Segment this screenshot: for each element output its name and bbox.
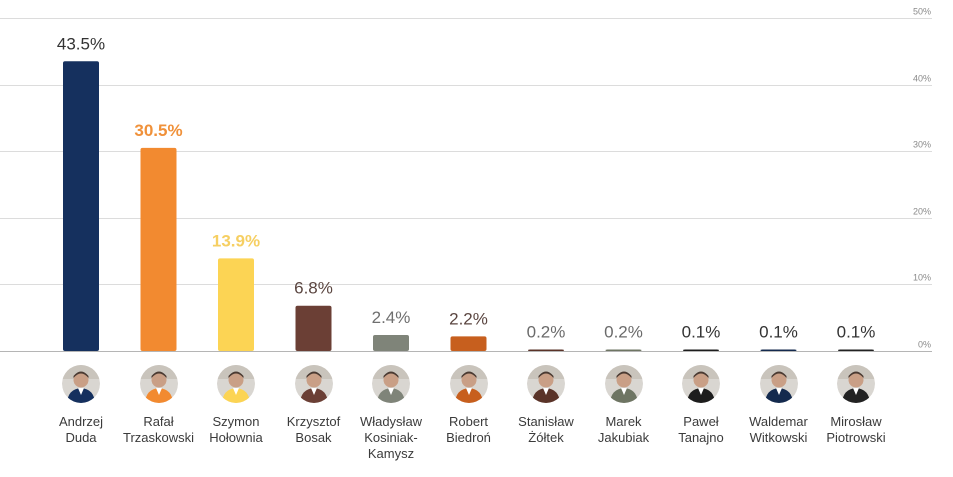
bar[interactable] <box>528 349 564 352</box>
data-label: 2.2% <box>449 309 488 328</box>
data-label: 30.5% <box>134 121 182 140</box>
portrait-icon <box>527 365 565 403</box>
bar[interactable] <box>373 335 409 351</box>
portrait-icon <box>372 365 410 403</box>
bar[interactable] <box>295 305 332 351</box>
portrait-icon <box>294 365 333 403</box>
candidate-name-label: Krzysztof Bosak <box>286 414 341 445</box>
portrait-icon <box>449 365 488 403</box>
candidate-name-label: Waldemar Witkowski <box>749 414 808 445</box>
portrait-icon <box>837 365 875 403</box>
portrait-icon <box>682 365 720 403</box>
candidate-name-label: Szymon Hołownia <box>209 414 263 445</box>
data-label: 0.1% <box>837 323 876 342</box>
y-tick-label: 0% <box>918 340 931 350</box>
candidate-name-label: Stanisław Żółtek <box>518 414 574 445</box>
bar[interactable] <box>683 349 719 352</box>
data-label: 0.1% <box>682 323 721 342</box>
bar[interactable] <box>218 258 254 351</box>
portrait-icon <box>62 365 100 403</box>
bar[interactable] <box>838 349 874 352</box>
candidate-name-label: Władysław Kosiniak- Kamysz <box>359 414 423 461</box>
portrait-icon <box>139 365 178 403</box>
bar[interactable] <box>760 349 797 352</box>
y-tick-label: 40% <box>913 74 931 84</box>
candidate-name-label: Marek Jakubiak <box>597 414 650 445</box>
data-label: 0.2% <box>604 323 643 342</box>
portrait-icon <box>759 365 798 403</box>
bar[interactable] <box>63 61 99 351</box>
y-tick-label: 30% <box>913 140 931 150</box>
data-label: 43.5% <box>57 34 105 53</box>
y-tick-label: 10% <box>913 273 931 283</box>
portrait-icon <box>217 365 255 403</box>
y-tick-label: 20% <box>913 207 931 217</box>
candidate-name-label: Paweł Tanajno <box>678 414 724 445</box>
data-label: 6.8% <box>294 279 333 298</box>
bar[interactable] <box>140 147 177 351</box>
candidate-name-label: Rafał Trzaskowski <box>122 414 195 445</box>
candidate-name-label: Andrzej Duda <box>58 414 104 445</box>
data-label: 0.1% <box>759 323 798 342</box>
portrait-icon <box>604 365 643 403</box>
data-label: 13.9% <box>212 231 260 250</box>
data-label: 2.4% <box>372 308 411 327</box>
bar[interactable] <box>450 336 487 351</box>
candidate-name-label: Mirosław Piotrowski <box>826 414 886 445</box>
y-tick-label: 50% <box>913 7 931 17</box>
candidate-name-label: Robert Biedroń <box>446 414 491 445</box>
data-label: 0.2% <box>527 323 566 342</box>
bar[interactable] <box>605 349 642 352</box>
